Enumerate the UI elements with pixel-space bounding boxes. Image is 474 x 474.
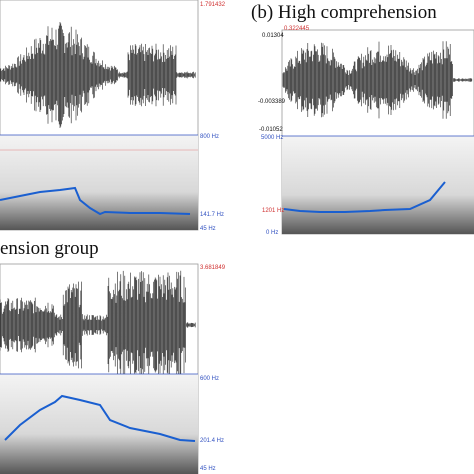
waveform — [0, 22, 196, 128]
amp-label: -0.01052 — [259, 127, 283, 133]
spectrogram — [0, 374, 198, 474]
spectrogram — [0, 135, 198, 230]
freq-label: 0 Hz — [266, 230, 278, 236]
freq-label: 45 Hz — [200, 466, 216, 472]
waveform-trace — [282, 41, 473, 119]
panel-title: (b) High comprehension — [251, 2, 437, 23]
freq-label: 800 Hz — [200, 134, 219, 140]
panel-title: ension group — [0, 238, 99, 259]
freq-label: 600 Hz — [200, 376, 219, 382]
waveform — [282, 41, 473, 119]
freq-label: 45 Hz — [200, 226, 216, 232]
time-label: 0.322445 — [284, 26, 310, 32]
waveform — [0, 270, 196, 380]
pitch-contour — [283, 181, 446, 213]
waveform-trace — [0, 22, 196, 128]
pitch-label: 201.4 Hz — [200, 438, 224, 444]
waveform-trace — [0, 270, 196, 380]
time-label: 3.681849 — [200, 265, 226, 271]
freq-label: 5000 Hz — [261, 135, 283, 141]
panel-c: 3.681849 600 Hz 201.4 Hz 45 Hz — [0, 263, 226, 474]
time-label: 1.791432 — [200, 2, 226, 8]
amp-label: -0.003389 — [258, 99, 286, 105]
pitch-label: 1201 Hz — [262, 208, 284, 214]
pitch-contour — [4, 394, 196, 442]
spectrogram — [282, 136, 474, 234]
amp-label: 0.01304 — [262, 33, 284, 39]
panel-a: 1.791432 800 Hz 141.7 Hz 45 Hz — [0, 0, 226, 232]
pitch-label: 141.7 Hz — [200, 212, 224, 218]
panel-b: 0.01304 -0.003389 -0.01052 0.322445 5000… — [258, 26, 474, 236]
pitch-contour — [0, 186, 191, 216]
